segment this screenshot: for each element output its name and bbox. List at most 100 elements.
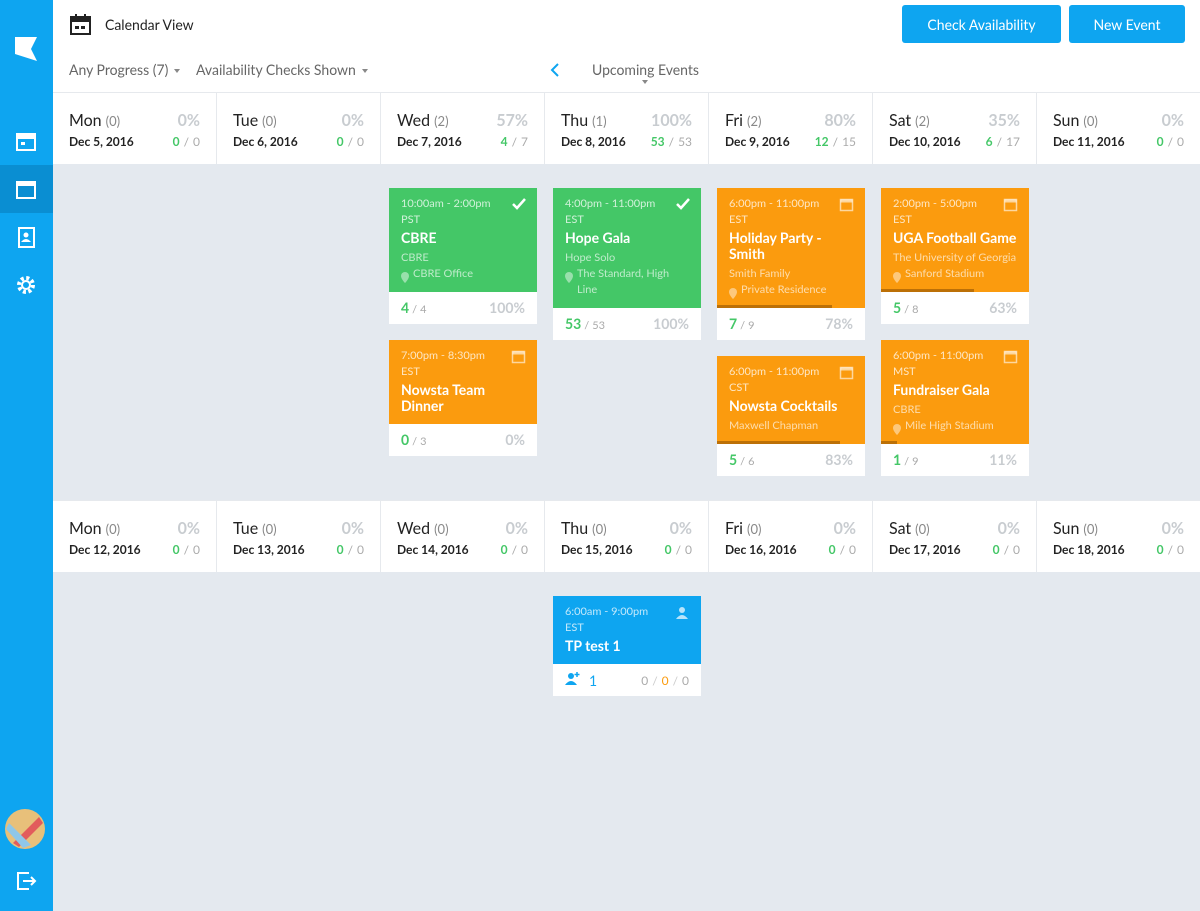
day-done: 0 xyxy=(172,134,180,149)
event-ratio: 4/4 xyxy=(401,299,427,316)
nav-contacts[interactable] xyxy=(15,226,37,248)
day-name-row: Sun (0) xyxy=(1053,519,1098,538)
separator: / xyxy=(1167,134,1174,149)
event-card[interactable]: 10:00am - 2:00pm PST CBRE CBRE CBRE Office 4/… xyxy=(389,188,537,324)
event-ratio: 1/9 xyxy=(893,451,919,468)
event-title: Holiday Party - Smith xyxy=(729,229,822,262)
separator: / xyxy=(839,542,846,557)
separator: / xyxy=(1003,542,1010,557)
day-done: 6 xyxy=(985,134,993,149)
day-percent: 100% xyxy=(651,111,692,130)
day-count: (2) xyxy=(747,113,762,129)
day-total: 0 xyxy=(193,134,200,149)
event-footer: 5/8 63% xyxy=(881,292,1029,324)
day-count: (0) xyxy=(105,113,121,129)
nav-active[interactable] xyxy=(0,165,53,213)
add-icon xyxy=(565,671,581,690)
day-date: Dec 6, 2016 xyxy=(233,134,298,149)
day-done: 0 xyxy=(336,542,344,557)
event-percent: 100% xyxy=(653,315,689,332)
event-timezone: EST xyxy=(565,213,584,226)
day-done: 0 xyxy=(1156,542,1164,557)
day-count: (0) xyxy=(434,521,449,537)
day-percent: 0% xyxy=(177,519,200,538)
check-icon xyxy=(675,197,691,217)
page-title: Calendar View xyxy=(105,16,194,33)
separator: / xyxy=(652,673,658,688)
event-title: Fundraiser Gala xyxy=(893,381,990,398)
event-card[interactable]: 7:00pm - 8:30pm EST Nowsta Team Dinner 0/3 0… xyxy=(389,340,537,456)
event-card[interactable]: 6:00am - 9:00pm EST TP test 1 1 0/0/0 xyxy=(553,596,701,696)
progress-bar xyxy=(717,441,840,444)
day-done: 53 xyxy=(650,134,665,149)
checks-filter[interactable]: Availability Checks Shown xyxy=(196,61,368,78)
event-location-text: Mile High Stadium xyxy=(905,419,994,432)
event-card[interactable]: 6:00pm - 11:00pm CST Nowsta Cocktails Maxwe… xyxy=(717,356,865,476)
event-timezone: EST xyxy=(401,365,420,378)
event-card[interactable]: 2:00pm - 5:00pm EST UGA Football Game The U… xyxy=(881,188,1029,324)
event-done: 0 xyxy=(401,431,410,448)
check-availability-button[interactable]: Check Availability xyxy=(902,5,1061,43)
nav-events[interactable] xyxy=(15,178,37,200)
event-footer: 1/9 11% xyxy=(881,444,1029,476)
progress-bar xyxy=(881,289,975,292)
event-footer: 53/53 100% xyxy=(553,308,701,340)
calendar-icon xyxy=(839,197,855,217)
day-total: 0 xyxy=(1177,542,1184,557)
day-name: Wed xyxy=(397,519,431,538)
day-header: Thu (0) 0% Dec 15, 2016 0/0 xyxy=(545,500,709,572)
day-name: Mon xyxy=(69,519,102,538)
day-date: Dec 11, 2016 xyxy=(1053,134,1125,149)
event-top: 6:00pm - 11:00pm CST Nowsta Cocktails Maxwe… xyxy=(717,356,865,444)
event-timezone: EST xyxy=(729,213,748,226)
event-top: 6:00pm - 11:00pm EST Holiday Party - Smith… xyxy=(717,188,865,308)
day-date: Dec 15, 2016 xyxy=(561,542,633,557)
event-location: Private Residence xyxy=(729,282,853,299)
day-ratio: 0/0 xyxy=(829,542,856,557)
event-done: 53 xyxy=(565,315,582,332)
event-card[interactable]: 6:00pm - 11:00pm EST Holiday Party - Smith… xyxy=(717,188,865,340)
separator: / xyxy=(511,542,518,557)
separator: / xyxy=(347,134,354,149)
nav-logout[interactable] xyxy=(15,870,37,892)
separator: / xyxy=(511,134,518,149)
view-select[interactable]: Upcoming Events xyxy=(592,61,699,84)
day-done: 0 xyxy=(336,134,344,149)
assigned-count: 1 xyxy=(589,672,598,689)
day-header: Mon (0) 0% Dec 5, 2016 0/0 xyxy=(53,92,217,164)
status-count: 0 xyxy=(661,673,669,688)
event-card[interactable]: 4:00pm - 11:00pm EST Hope Gala Hope Solo The… xyxy=(553,188,701,340)
day-name: Tue xyxy=(233,519,259,538)
event-location: CBRE Office xyxy=(401,266,525,283)
day-ratio: 0/0 xyxy=(1157,134,1184,149)
day-header: Tue (0) 0% Dec 6, 2016 0/0 xyxy=(217,92,381,164)
day-name-row: Fri (2) xyxy=(725,111,762,130)
event-ratio: 7/9 xyxy=(729,315,755,332)
event-location-text: The Standard, High Line xyxy=(577,267,670,296)
event-lane: 10:00am - 2:00pm PST CBRE CBRE CBRE Office 4/… xyxy=(389,188,537,456)
new-event-button[interactable]: New Event xyxy=(1069,5,1185,43)
event-card[interactable]: 6:00pm - 11:00pm MST Fundraiser Gala CBRE Mi… xyxy=(881,340,1029,476)
check-icon xyxy=(511,197,527,217)
separator: / xyxy=(740,319,746,332)
nav-settings[interactable] xyxy=(15,274,37,296)
progress-filter[interactable]: Any Progress (7) xyxy=(69,61,181,78)
status-counts: 0/0/0 xyxy=(641,673,689,688)
event-timezone: EST xyxy=(565,621,584,634)
calendar-icon xyxy=(511,349,527,369)
separator: / xyxy=(904,455,910,468)
day-date: Dec 14, 2016 xyxy=(397,542,469,557)
event-footer: 0/3 0% xyxy=(389,424,537,456)
day-count: (0) xyxy=(262,113,277,129)
event-done: 5 xyxy=(893,299,902,316)
prev-arrow[interactable] xyxy=(549,62,561,78)
day-percent: 0% xyxy=(505,519,528,538)
event-total: 9 xyxy=(912,455,919,468)
day-date: Dec 9, 2016 xyxy=(725,134,790,149)
day-name-row: Mon (0) xyxy=(69,519,120,538)
avatar[interactable] xyxy=(5,809,45,849)
nav-calendar[interactable] xyxy=(15,130,37,152)
day-count: (0) xyxy=(262,521,277,537)
day-header: Sun (0) 0% Dec 18, 2016 0/0 xyxy=(1037,500,1200,572)
day-date: Dec 10, 2016 xyxy=(889,134,961,149)
